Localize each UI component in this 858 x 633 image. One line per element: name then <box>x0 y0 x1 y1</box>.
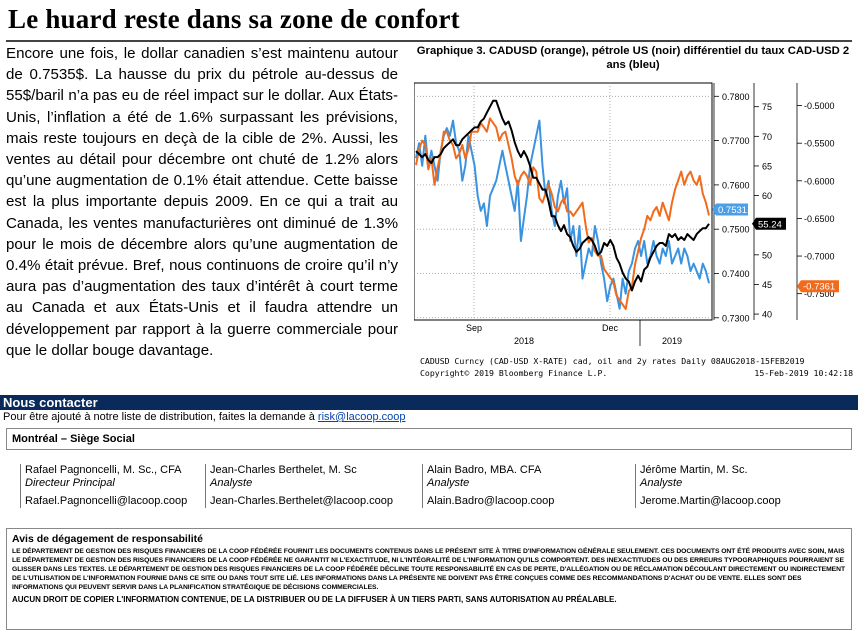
last-value-rate-diff: -0.7361 <box>803 282 835 293</box>
chart-timestamp: 15-Feb-2019 10:42:18 <box>754 368 853 378</box>
contact-email[interactable]: Jerome.Martin@lacoop.coop <box>640 495 781 507</box>
contact-name: Jean-Charles Berthelet, M. Sc <box>210 464 357 476</box>
contact-role: Directeur Principal <box>25 477 115 489</box>
chart-source-line: CADUSD Curncy (CAD-USD X-RATE) cad, oil … <box>420 356 805 366</box>
series-line-oil <box>415 99 710 292</box>
cadusd-oil-rate-chart: Sep Dec 2018 2019 0.7800 0.7700 0.7600 0.7500 0.… <box>414 82 839 346</box>
contact-heading: Nous contacter <box>0 395 858 410</box>
x-period-label: 2019 <box>662 336 682 346</box>
contact-email[interactable]: Jean-Charles.Berthelet@lacoop.coop <box>210 495 393 507</box>
y-tick-label: 65 <box>762 161 772 171</box>
page-title: Le huard reste dans sa zone de confort <box>8 4 460 34</box>
y-tick-label: -0.5500 <box>804 139 835 149</box>
y-tick-label: 75 <box>762 102 772 112</box>
contact-role: Analyste <box>210 477 253 489</box>
y-tick-label: -0.6000 <box>804 176 835 186</box>
distribution-line: Pour être ajouté à notre liste de distri… <box>3 411 406 423</box>
office-heading: Montréal – Siège Social <box>6 428 852 450</box>
y-tick-label: 50 <box>762 250 772 260</box>
y-tick-label: 45 <box>762 280 772 290</box>
x-tick-label: Dec <box>602 323 619 333</box>
last-value-rate-diff-bg <box>797 280 839 293</box>
disclaimer-heading: Avis de dégagement de responsabilité <box>12 533 203 545</box>
contact-card: Rafael Pagnoncelli, M. Sc., CFA Directeu… <box>20 464 205 508</box>
disclaimer-copy-notice: AUCUN DROIT DE COPIER L'INFORMATION CONT… <box>12 595 617 604</box>
contact-email[interactable]: Rafael.Pagnoncelli@lacoop.coop <box>25 495 188 507</box>
last-value-oil: 55.24 <box>758 219 782 230</box>
y-tick-label: -0.7000 <box>804 252 835 262</box>
disclaimer-box: Avis de dégagement de responsabilité LE … <box>6 528 852 630</box>
contact-role: Analyste <box>427 477 470 489</box>
y-tick-label: 0.7300 <box>722 313 750 323</box>
chart-copyright: Copyright© 2019 Bloomberg Finance L.P. <box>420 368 608 378</box>
distribution-text: Pour être ajouté à notre liste de distri… <box>3 411 318 423</box>
contact-email[interactable]: Alain.Badro@lacoop.coop <box>427 495 555 507</box>
y-tick-label: 60 <box>762 191 772 201</box>
contact-card: Alain Badro, MBA. CFA Analyste Alain.Bad… <box>422 464 637 508</box>
y-tick-label: 0.7400 <box>722 269 750 279</box>
y-tick-label: -0.7500 <box>804 289 835 299</box>
series-line-cadusd <box>415 117 710 310</box>
last-value-cadusd: 0.7531 <box>718 205 747 216</box>
contact-name: Jérôme Martin, M. Sc. <box>640 464 748 476</box>
y-tick-label: 0.7700 <box>722 136 750 146</box>
last-value-cadusd-bg <box>712 203 748 216</box>
contact-card: Jérôme Martin, M. Sc. Analyste Jerome.Ma… <box>635 464 840 508</box>
distribution-email-link[interactable]: risk@lacoop.coop <box>317 411 406 423</box>
chart-footer: CADUSD Curncy (CAD-USD X-RATE) cad, oil … <box>420 355 858 379</box>
contact-name: Alain Badro, MBA. CFA <box>427 464 542 476</box>
y-tick-label: -0.5000 <box>804 101 835 111</box>
y-tick-label: 70 <box>762 132 772 142</box>
y-tick-label: -0.6500 <box>804 214 835 224</box>
contact-card: Jean-Charles Berthelet, M. Sc Analyste J… <box>205 464 415 508</box>
title-divider <box>6 40 852 42</box>
disclaimer-text: LE DÉPARTEMENT DE GESTION DES RISQUES FI… <box>12 548 846 591</box>
last-value-oil-bg <box>752 217 786 230</box>
y-tick-label: 40 <box>762 310 772 320</box>
series-line-rate_diff <box>415 119 710 310</box>
y-tick-label: 0.7500 <box>722 225 750 235</box>
contact-role: Analyste <box>640 477 683 489</box>
x-tick-label: Sep <box>466 323 482 333</box>
chart-title: Graphique 3. CADUSD (orange), pétrole US… <box>416 45 850 71</box>
contact-name: Rafael Pagnoncelli, M. Sc., CFA <box>25 464 182 476</box>
x-period-label: 2018 <box>514 336 534 346</box>
y-tick-label: 0.7600 <box>722 180 750 190</box>
y-tick-label: 0.7800 <box>722 92 750 102</box>
article-body: Encore une fois, le dollar canadien s’es… <box>6 45 398 359</box>
